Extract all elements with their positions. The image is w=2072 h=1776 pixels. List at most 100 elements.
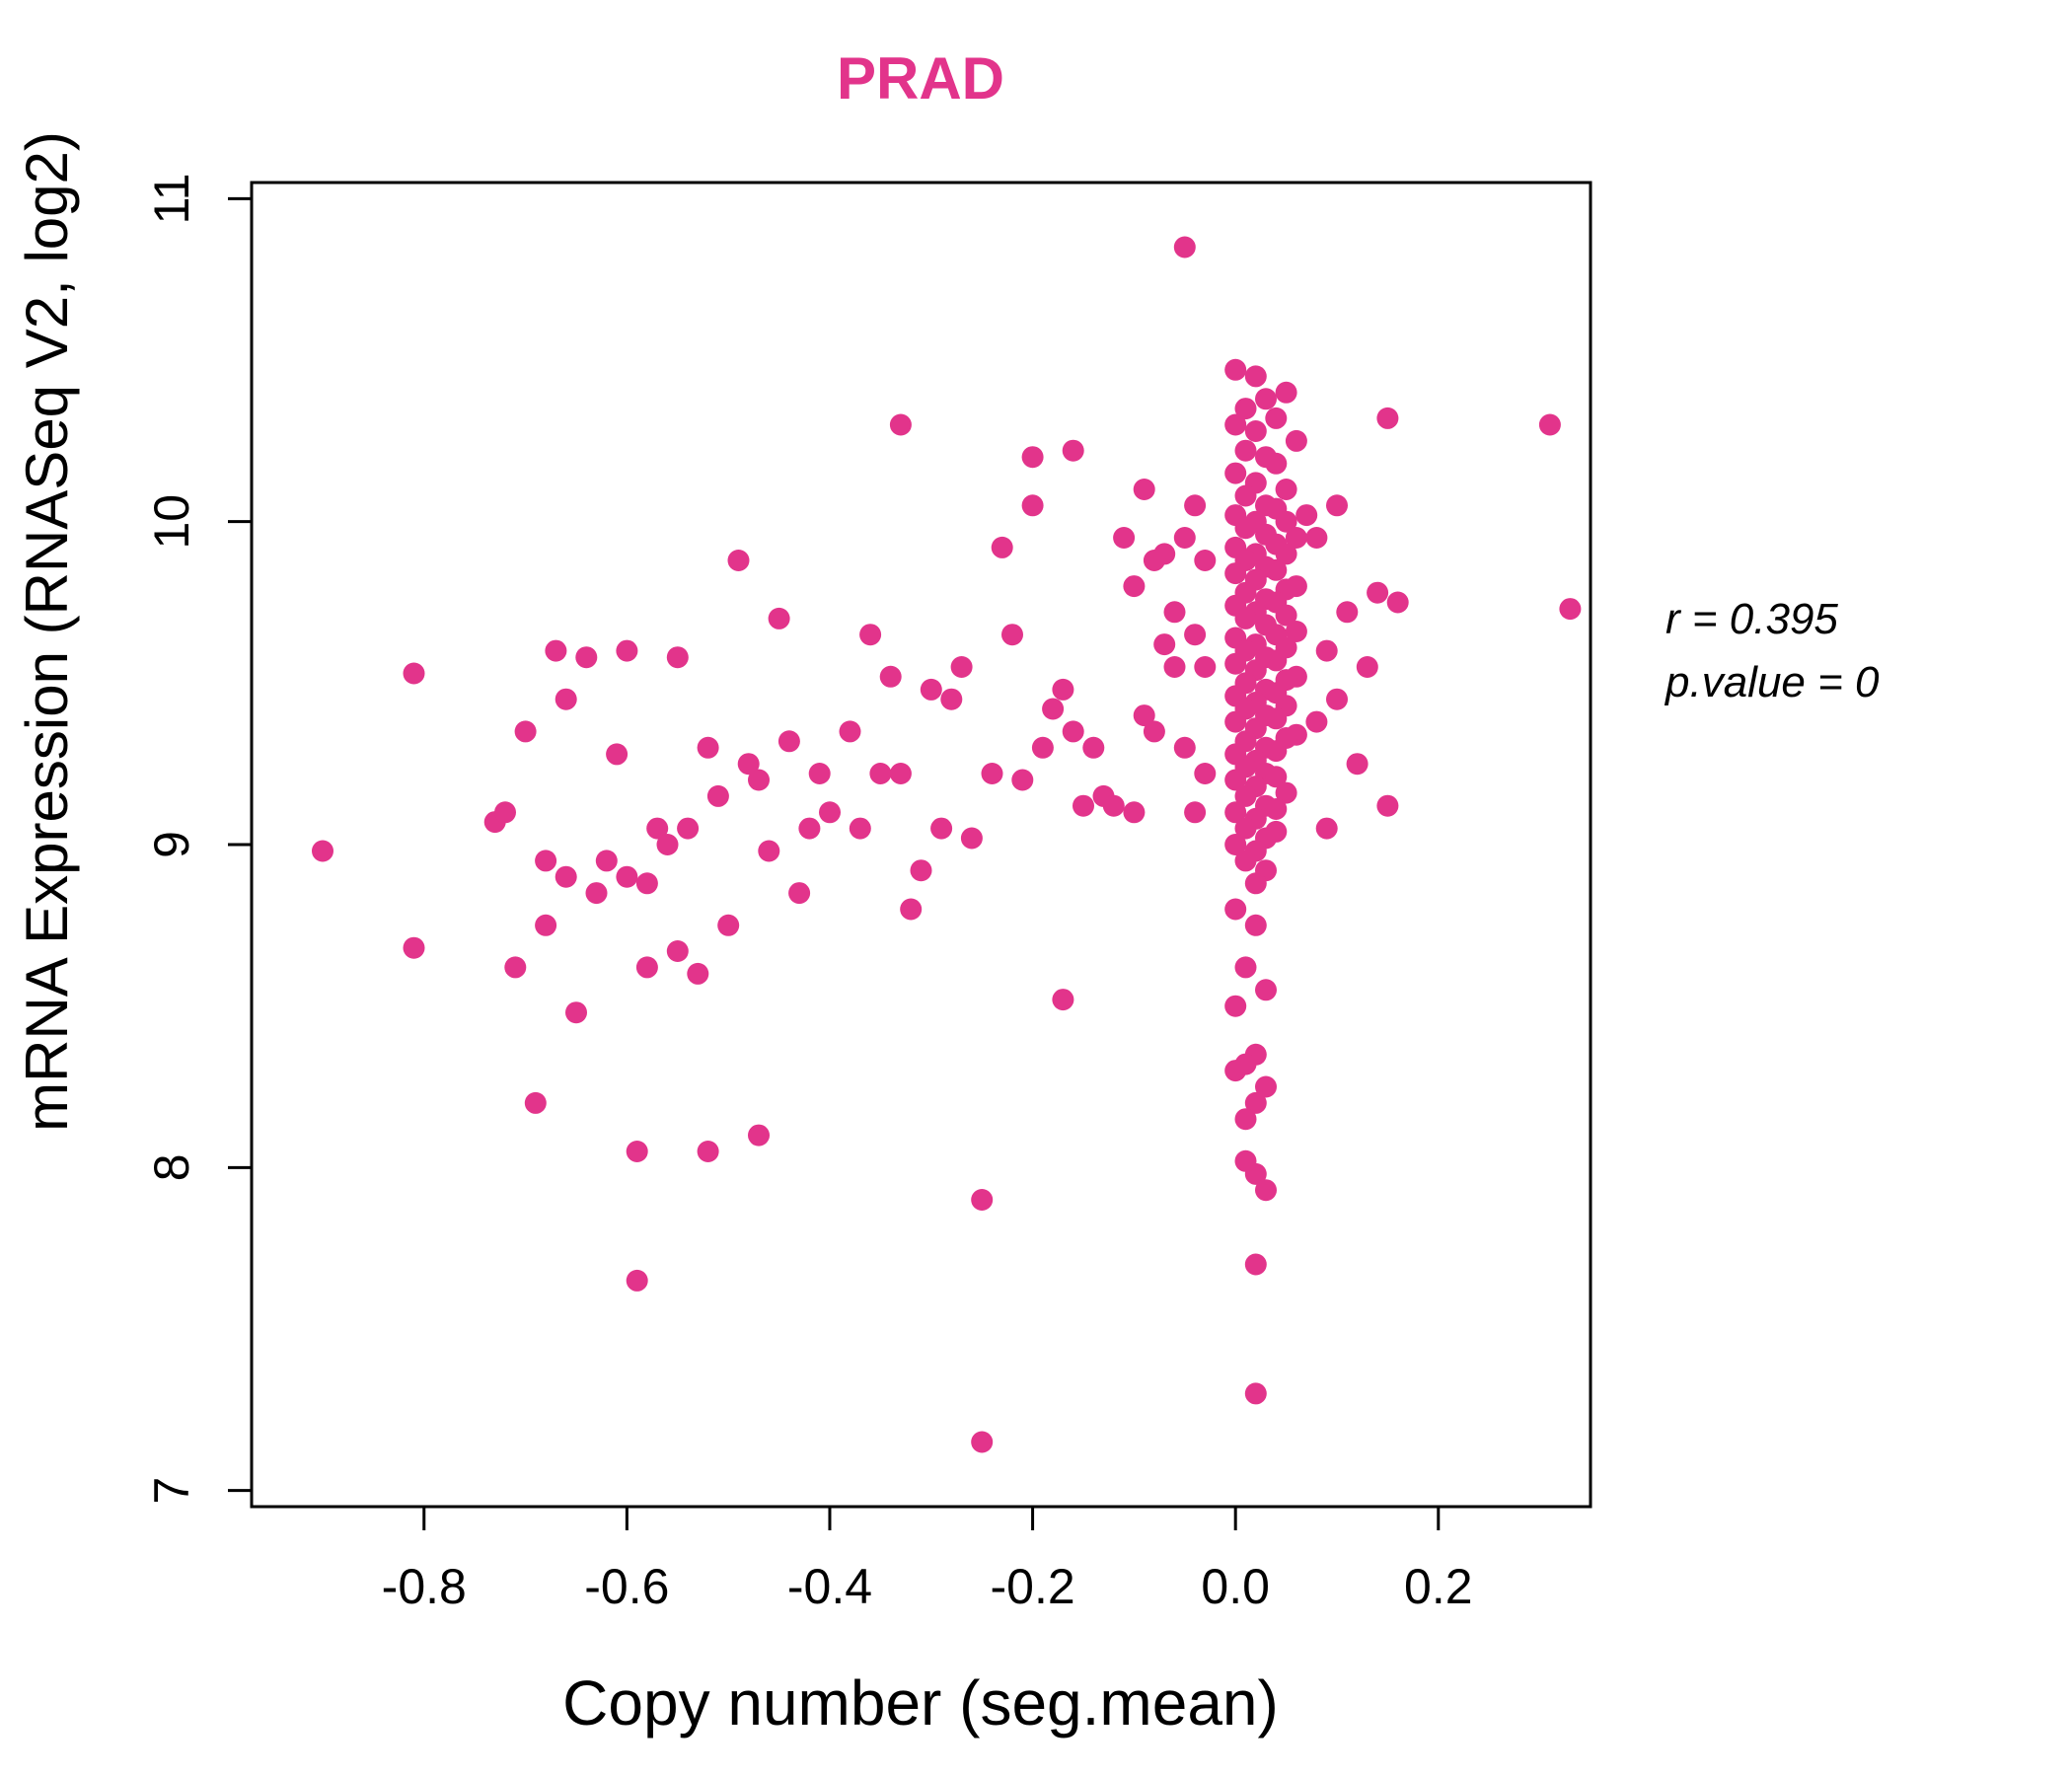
x-axis: -0.8 -0.6 -0.4 -0.2 0.0 0.2 (382, 1507, 1473, 1614)
data-point (1123, 801, 1146, 824)
data-point (1062, 439, 1084, 462)
data-point (1295, 504, 1318, 527)
y-axis-label: mRNA Expression (RNASeq V2, log2) (14, 131, 80, 1132)
data-point (312, 840, 333, 862)
data-point (1244, 1382, 1267, 1405)
data-point (1315, 639, 1338, 662)
data-point (514, 720, 537, 743)
data-point (626, 1269, 648, 1292)
data-point (697, 736, 719, 759)
data-point (1224, 562, 1247, 585)
data-point (1194, 763, 1217, 784)
x-tick-label: 0.0 (1201, 1559, 1270, 1614)
data-point (1376, 794, 1399, 817)
data-point (1153, 543, 1176, 565)
data-point (646, 817, 669, 840)
data-point (1275, 604, 1297, 627)
data-point (677, 817, 700, 840)
data-point (1224, 898, 1247, 921)
data-point (1224, 413, 1247, 436)
data-point (1234, 607, 1257, 629)
data-point (1244, 914, 1267, 936)
data-point (950, 656, 973, 678)
data-point (403, 936, 425, 959)
data-point (656, 834, 679, 855)
data-point (1244, 420, 1267, 442)
data-point (1255, 979, 1277, 1001)
plot-box (250, 181, 1592, 1509)
data-point (1367, 581, 1389, 604)
data-point (1194, 656, 1217, 678)
data-point (1234, 439, 1257, 462)
data-point (1275, 479, 1297, 500)
data-point (849, 817, 871, 840)
data-point (706, 784, 729, 807)
y-axis: 7 8 9 10 11 (144, 173, 252, 1505)
data-point (1234, 850, 1257, 872)
data-point (788, 882, 811, 905)
data-point (494, 801, 516, 824)
data-point (808, 763, 831, 784)
data-point (1336, 601, 1359, 624)
data-point (1265, 649, 1288, 672)
data-point (1275, 781, 1297, 804)
data-point (635, 956, 658, 979)
data-point (1255, 1179, 1277, 1202)
data-point (889, 413, 912, 436)
data-point (1244, 1091, 1267, 1114)
data-point (1376, 407, 1399, 429)
data-point (940, 688, 963, 710)
data-point (1234, 817, 1257, 840)
data-point (1184, 494, 1207, 517)
annotation-r-value: r = 0.395 (1665, 595, 1838, 643)
data-point (1234, 1149, 1257, 1172)
data-point (1326, 494, 1348, 517)
data-point (1234, 484, 1257, 507)
data-point (1275, 381, 1297, 404)
x-tick-label: -0.6 (584, 1559, 669, 1614)
data-point (737, 753, 760, 776)
data-point (981, 763, 1003, 784)
data-point (1234, 398, 1257, 420)
data-point (1255, 388, 1277, 410)
data-point (1052, 989, 1074, 1011)
data-point (869, 763, 892, 784)
data-point (1133, 704, 1155, 727)
data-point (1173, 527, 1196, 549)
data-point (1315, 817, 1338, 840)
data-point (971, 1431, 994, 1453)
data-point (555, 865, 577, 888)
data-point (606, 743, 629, 766)
data-point (1265, 407, 1288, 429)
data-point (819, 801, 841, 824)
data-point (960, 827, 983, 850)
data-point (616, 865, 638, 888)
data-point (1275, 543, 1297, 565)
data-point (1224, 995, 1247, 1017)
data-point (1326, 688, 1348, 710)
data-point (1224, 801, 1247, 824)
data-point (504, 956, 527, 979)
data-point (697, 1141, 719, 1162)
data-point (1011, 769, 1034, 791)
data-point (555, 688, 577, 710)
data-point (1031, 736, 1054, 759)
data-point (1234, 517, 1257, 540)
data-point (565, 1001, 587, 1024)
data-point (1052, 678, 1074, 701)
data-point (1224, 358, 1247, 381)
data-point (1163, 601, 1186, 624)
data-point (1244, 365, 1267, 388)
data-point (1265, 558, 1288, 581)
data-point (1224, 462, 1247, 484)
data-point (748, 1124, 770, 1147)
x-tick-label: -0.2 (990, 1559, 1074, 1614)
data-point (859, 624, 882, 646)
data-point (971, 1189, 994, 1211)
data-point (889, 763, 912, 784)
data-point (910, 859, 932, 882)
data-point (575, 646, 598, 669)
x-tick-label: -0.8 (382, 1559, 467, 1614)
data-point (1538, 413, 1561, 436)
